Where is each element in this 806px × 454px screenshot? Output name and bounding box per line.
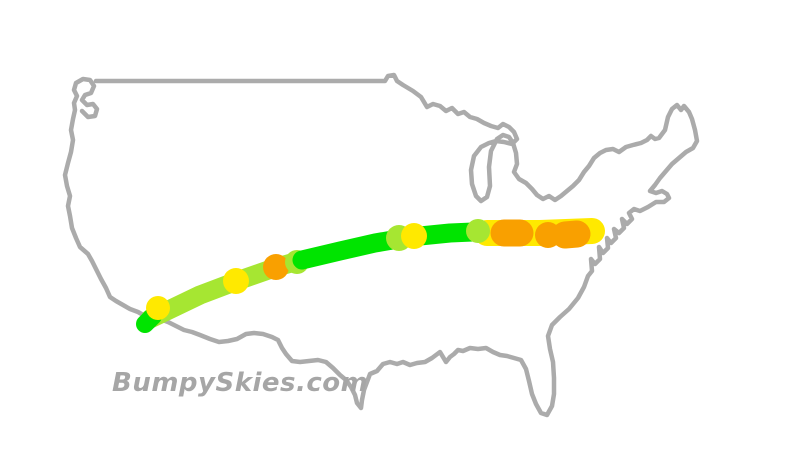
turbulence-dot-light_moderate <box>146 296 170 320</box>
turbulence-dot-moderate <box>263 254 289 280</box>
turbulence-dot-light <box>466 219 490 243</box>
turbulence-dot-light_moderate <box>223 268 249 294</box>
bumpyskies-watermark: BumpySkies.com <box>112 368 369 398</box>
us-outline-path <box>62 72 700 418</box>
route-segment-moderate <box>551 220 591 249</box>
turbulence-dot-light_moderate <box>401 223 427 249</box>
